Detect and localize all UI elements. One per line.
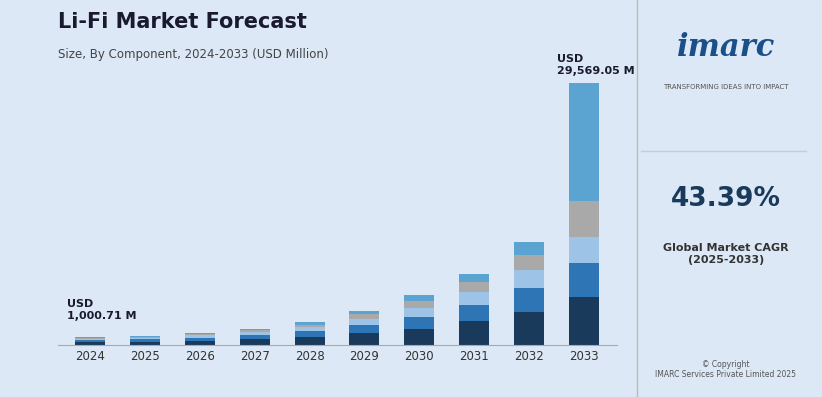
Bar — [76, 339, 105, 340]
Text: imarc: imarc — [677, 32, 775, 63]
Bar — [569, 263, 598, 297]
Bar — [294, 331, 325, 337]
Bar — [185, 333, 215, 334]
Bar — [459, 292, 489, 304]
Bar — [294, 325, 325, 327]
Bar — [240, 329, 270, 330]
Bar — [130, 338, 160, 339]
Bar — [404, 308, 434, 316]
Bar — [294, 322, 325, 325]
Bar — [240, 335, 270, 339]
Bar — [459, 274, 489, 282]
Text: © Copyright
IMARC Services Private Limited 2025: © Copyright IMARC Services Private Limit… — [655, 360, 797, 379]
Bar — [349, 311, 380, 314]
Bar — [130, 337, 160, 338]
Bar — [514, 242, 544, 255]
Bar — [130, 339, 160, 342]
Bar — [294, 327, 325, 331]
Bar — [349, 314, 380, 319]
Text: Size, By Component, 2024-2033 (USD Million): Size, By Component, 2024-2033 (USD Milli… — [58, 48, 328, 61]
Bar — [514, 255, 544, 270]
Bar — [185, 338, 215, 341]
Bar — [459, 304, 489, 322]
Bar — [240, 332, 270, 335]
Bar — [349, 325, 380, 333]
Text: 43.39%: 43.39% — [671, 185, 781, 212]
Bar — [76, 340, 105, 342]
Bar — [569, 201, 598, 237]
Bar — [404, 295, 434, 301]
Bar — [459, 282, 489, 292]
Bar — [404, 316, 434, 329]
Text: Li-Fi Market Forecast: Li-Fi Market Forecast — [58, 12, 307, 32]
Bar — [514, 312, 544, 345]
Bar — [514, 270, 544, 288]
Bar — [514, 288, 544, 312]
Bar — [569, 297, 598, 345]
Bar — [185, 341, 215, 345]
Bar — [76, 342, 105, 345]
Bar — [569, 83, 598, 201]
Bar — [76, 337, 105, 339]
Bar — [240, 330, 270, 332]
Bar — [459, 322, 489, 345]
Bar — [349, 333, 380, 345]
Bar — [185, 335, 215, 338]
Legend: LED Lamps, Optical Sensor, Microcontroller, Software, Others: LED Lamps, Optical Sensor, Microcontroll… — [113, 393, 561, 397]
Bar — [240, 339, 270, 345]
Bar — [130, 336, 160, 337]
Bar — [349, 319, 380, 325]
Text: USD
1,000.71 M: USD 1,000.71 M — [67, 299, 137, 320]
Text: Global Market CAGR
(2025-2033): Global Market CAGR (2025-2033) — [663, 243, 788, 265]
Text: TRANSFORMING IDEAS INTO IMPACT: TRANSFORMING IDEAS INTO IMPACT — [663, 84, 788, 91]
Bar — [569, 237, 598, 263]
Bar — [294, 337, 325, 345]
Bar — [130, 342, 160, 345]
Bar — [404, 301, 434, 308]
Bar — [185, 334, 215, 335]
Bar — [404, 329, 434, 345]
Text: USD
29,569.05 M: USD 29,569.05 M — [557, 54, 635, 76]
